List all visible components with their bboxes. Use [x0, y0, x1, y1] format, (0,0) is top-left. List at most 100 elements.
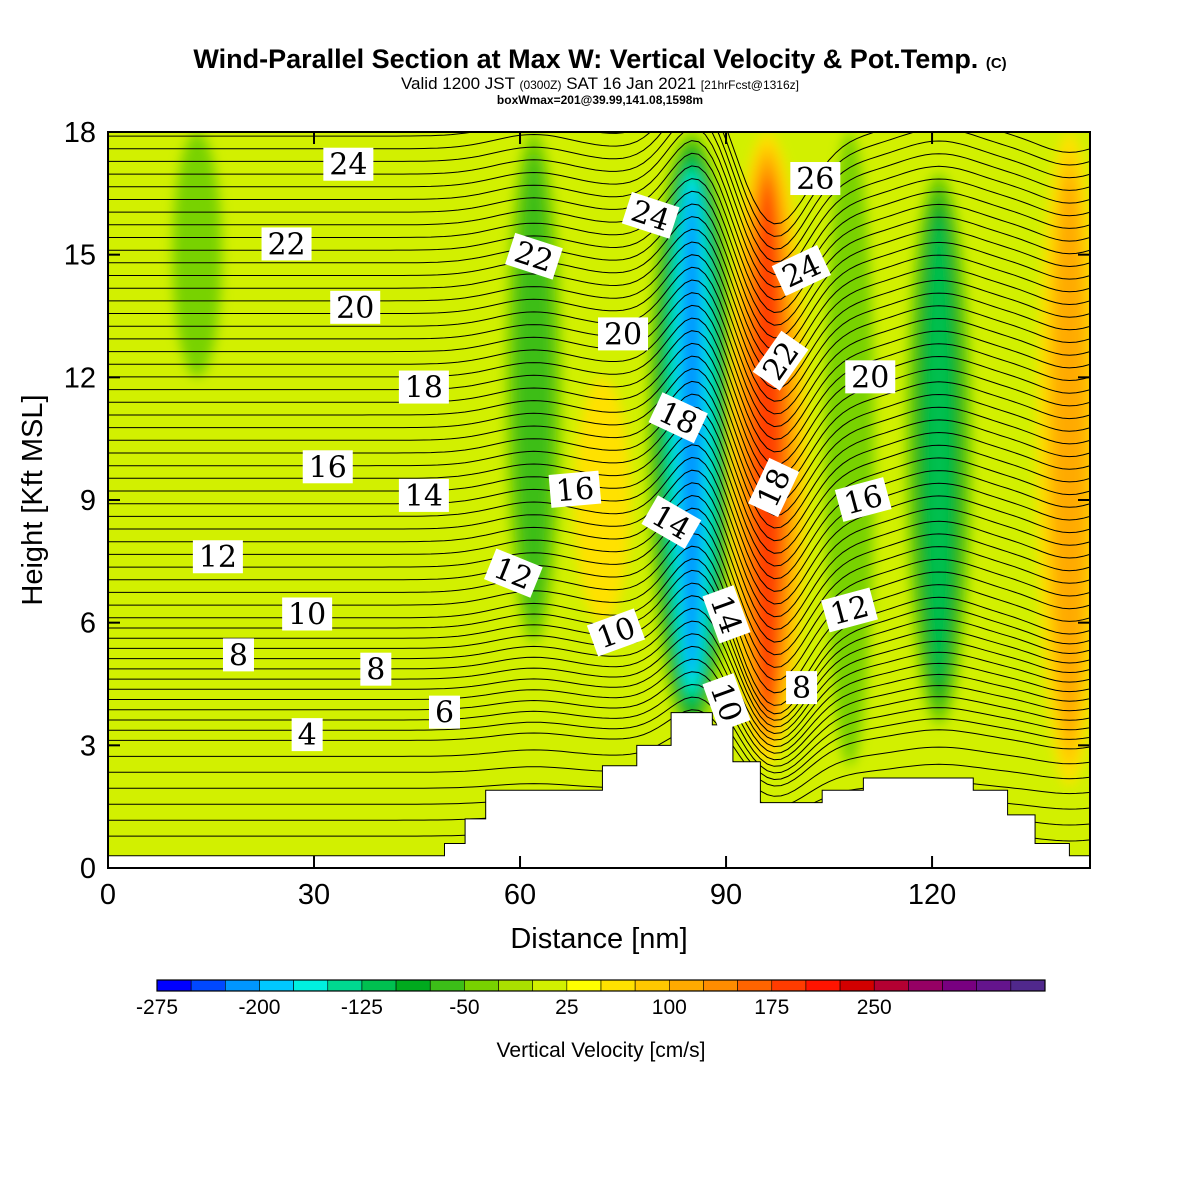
colorbar-swatch [600, 979, 636, 992]
isentrope-label-text: 20 [336, 291, 374, 326]
isentrope-label-text: 8 [366, 653, 385, 688]
chart-title-mark: (C) [985, 55, 1007, 72]
isentrope-label: 26 [790, 162, 841, 197]
chart-title-main: Wind-Parallel Section at Max W: Vertical… [193, 44, 979, 74]
colorbar-swatch [293, 979, 329, 992]
colorbar-swatch [805, 979, 841, 992]
isentrope-label-box [548, 470, 602, 508]
isentrope-line [108, 729, 1090, 797]
x-tick-label: 90 [710, 879, 742, 911]
zulu-time-label: (0300Z) [519, 78, 562, 92]
isentrope-line [108, 132, 1090, 263]
chart-title: Wind-Parallel Section at Max W: Vertical… [0, 44, 1200, 75]
isentrope-line [108, 469, 1090, 618]
isentrope-label-box [586, 608, 646, 657]
velocity-cell [825, 132, 875, 766]
y-tick-label: 3 [80, 730, 96, 762]
isentrope-line [108, 633, 1090, 748]
isentrope-label: 12 [821, 587, 878, 633]
isentrope-line [108, 342, 1090, 491]
isentrope-label-box [641, 495, 702, 549]
isentrope-label: 22 [261, 227, 312, 262]
isentrope-label: 16 [834, 477, 892, 522]
colorbar-swatch [873, 979, 909, 992]
velocity-level [172, 132, 222, 378]
isentrope-line [108, 304, 1090, 453]
isentrope-label-text: 26 [796, 162, 834, 197]
isentrope-label-box [786, 671, 818, 705]
isentrope-line [108, 165, 1090, 314]
isentrope-line [108, 406, 1090, 554]
isentrope-label-box [702, 585, 751, 644]
isentrope-label-box [302, 450, 353, 484]
y-tick-label: 18 [64, 117, 96, 149]
isentrope-label-box [821, 587, 878, 633]
colorbar-label: -275 [136, 996, 178, 1019]
isentrope-label-text: 16 [554, 471, 595, 509]
isentrope-label: 20 [598, 317, 649, 352]
isentrope-label-text: 20 [851, 360, 889, 395]
colorbar-label: 250 [857, 996, 892, 1019]
colorbar-swatch [361, 979, 397, 992]
colorbar-swatch [669, 979, 704, 992]
isentrope-line [108, 241, 1090, 390]
isentrope-label: 8 [222, 638, 254, 673]
colorbar-label: 25 [555, 996, 578, 1019]
isentrope-label-text: 16 [309, 450, 347, 485]
isentrope-line [108, 380, 1090, 529]
isentrope-label: 18 [398, 370, 449, 406]
valid-date-label: SAT 16 Jan 2021 [566, 74, 697, 93]
isentrope-line [108, 671, 1090, 767]
isentrope-line [108, 532, 1090, 681]
isentrope-line [108, 254, 1090, 402]
isentrope-label-box [771, 245, 832, 297]
x-tick-label: 60 [504, 879, 536, 911]
colorbar-swatch [942, 979, 977, 992]
colorbar-swatch [771, 979, 807, 992]
isentrope-line [108, 558, 1090, 706]
y-tick-label: 9 [80, 485, 96, 517]
colorbar-label: 100 [652, 996, 687, 1019]
isentrope-label: 4 [291, 718, 323, 753]
colorbar-swatch [839, 979, 875, 992]
colorbar-swatch [976, 979, 1012, 992]
colorbar-swatch [737, 979, 773, 992]
isentrope-label-box [398, 370, 449, 404]
isentrope-label: 14 [398, 478, 449, 514]
colorbar-swatch [327, 979, 363, 992]
colorbar-swatch [1010, 979, 1046, 992]
isentrope-label: 10 [282, 597, 333, 632]
isentrope-label: 8 [786, 671, 818, 706]
isentrope-label-box [648, 392, 708, 444]
colorbar-label: 175 [754, 996, 789, 1019]
y-tick-label: 6 [80, 608, 96, 640]
axes: 0 30 60 90 120 0 3 6 9 12 15 18 Distance [nm] Height … [17, 117, 1091, 955]
isentrope-line [108, 203, 1090, 352]
y-tick-label: 12 [64, 362, 96, 394]
velocity-level [925, 214, 953, 684]
x-tick-label: 0 [100, 879, 116, 911]
isentrope-label-text: 4 [298, 718, 317, 753]
colorbar-label: -50 [449, 996, 479, 1019]
colorbar-swatch [532, 979, 568, 992]
isentrope-line [108, 482, 1090, 630]
colorbar-swatch [464, 979, 499, 992]
isentrope-line [108, 132, 1090, 250]
forecast-run-label: [21hrFcst@1316z] [700, 78, 799, 92]
colorbar-swatch [190, 979, 226, 992]
isentrope-label-text: 6 [435, 696, 454, 731]
isentrope-line [108, 709, 1090, 787]
isentrope-label-box [834, 477, 892, 522]
colorbar-swatch [429, 979, 465, 992]
colorbar-label: -200 [238, 996, 280, 1019]
velocity-level [755, 188, 779, 710]
box-wmax-label: boxWmax=201@39.99,141.08,1598m [496, 93, 704, 107]
isentrope-line [108, 132, 1090, 276]
isentrope-label: 12 [192, 540, 243, 575]
isentrope-line [108, 507, 1090, 656]
isentrope-label-text: 14 [405, 479, 443, 514]
x-tick-label: 120 [908, 879, 956, 911]
chart-subtitle: Valid 1200 JST (0300Z) SAT 16 Jan 2021 [… [0, 74, 1200, 94]
x-axis-label: Distance [nm] [510, 923, 687, 955]
isentrope-label-text: 18 [405, 371, 443, 406]
